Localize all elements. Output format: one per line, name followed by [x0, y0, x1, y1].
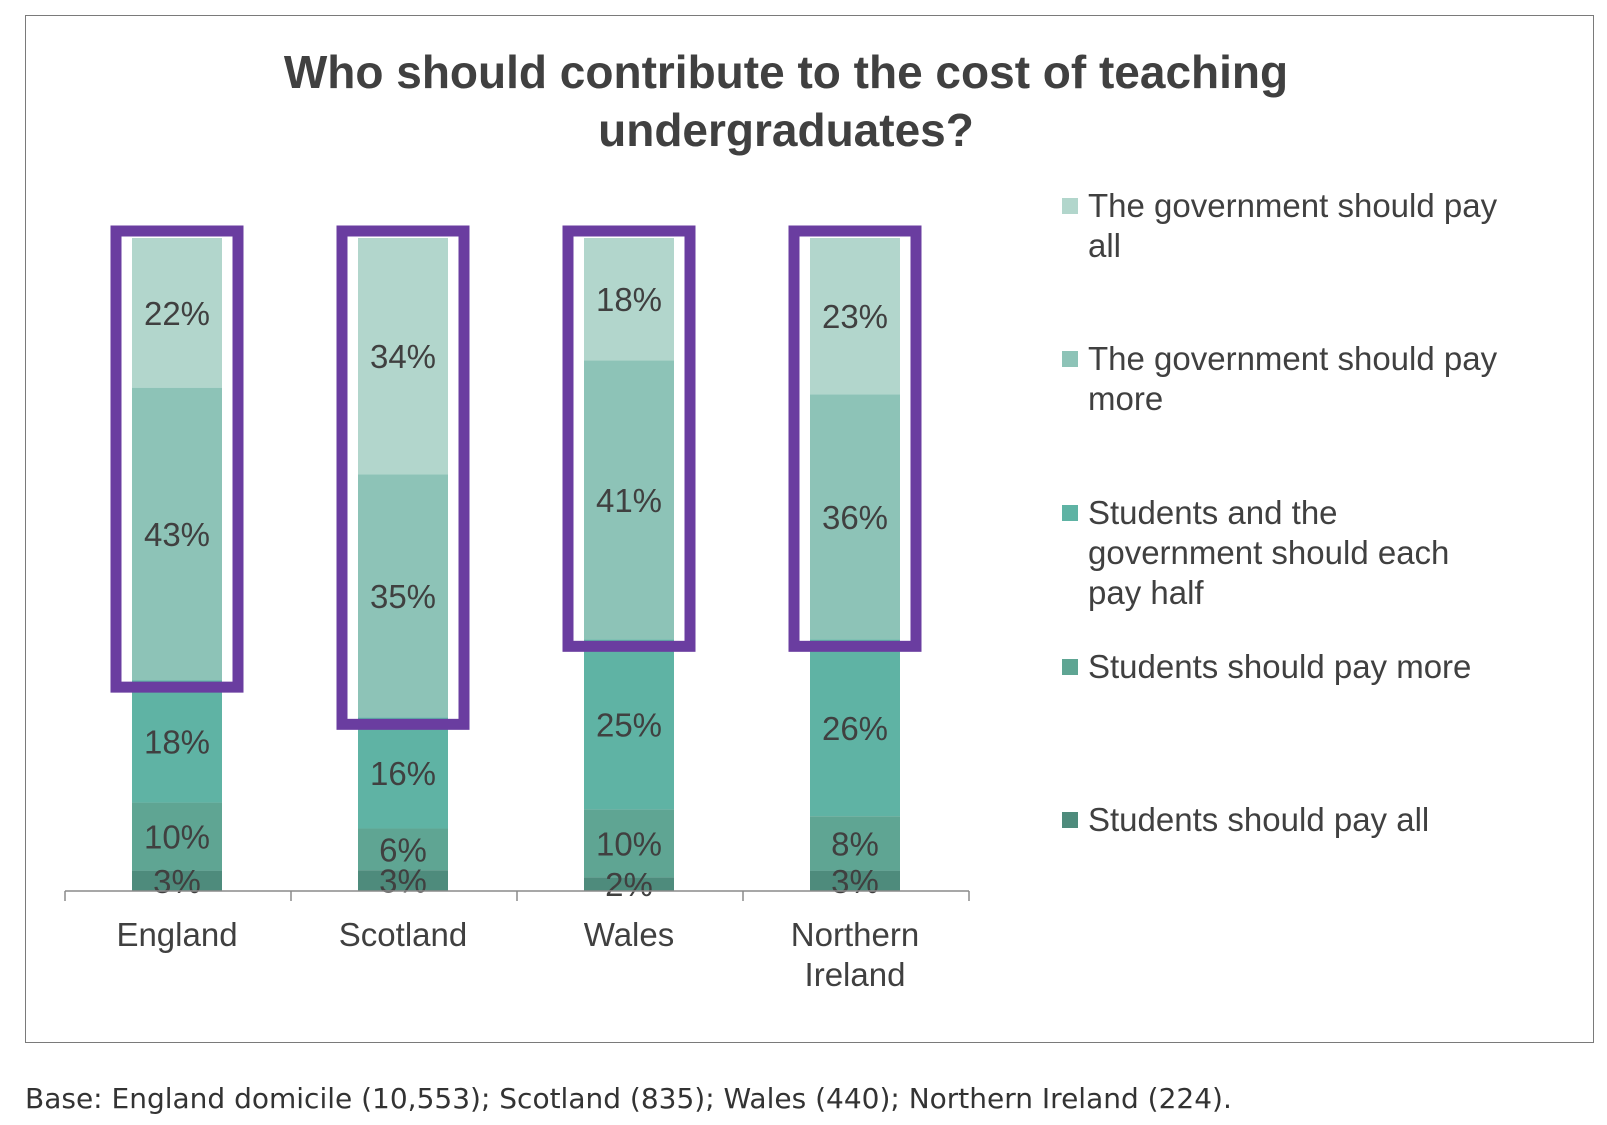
- legend-label-the-government-should-pay-more: The government should pay: [1088, 340, 1498, 377]
- x-tick-label-northern-ireland: Ireland: [805, 956, 906, 993]
- data-label-scotland-students-and-the-government-should-each-pay-half: 16%: [370, 755, 436, 792]
- x-tick-label-scotland: Scotland: [339, 916, 467, 953]
- x-tick-label-wales: Wales: [584, 916, 674, 953]
- data-label-northern-ireland-students-should-pay-all: 3%: [831, 863, 879, 900]
- data-label-wales-students-and-the-government-should-each-pay-half: 25%: [596, 706, 662, 743]
- bar-scotland-students-should-pay-more: [358, 828, 448, 871]
- chart-title-line-1: Who should contribute to the cost of tea…: [284, 46, 1288, 98]
- highlight-box-wales: [562, 225, 696, 652]
- legend-label-students-should-pay-more: Students should pay more: [1088, 648, 1471, 685]
- data-label-northern-ireland-students-should-pay-more: 8%: [831, 825, 879, 862]
- legend-label-the-government-should-pay-all: The government should pay: [1088, 187, 1498, 224]
- data-label-scotland-students-should-pay-all: 3%: [379, 863, 427, 900]
- data-label-england-students-and-the-government-should-each-pay-half: 18%: [144, 723, 210, 760]
- data-label-england-the-government-should-pay-more: 43%: [144, 516, 210, 553]
- highlight-box-england: [110, 225, 244, 693]
- data-label-wales-students-should-pay-more: 10%: [596, 825, 662, 862]
- bar-england-the-government-should-pay-all: [132, 238, 222, 388]
- legend-swatch-the-government-should-pay-more: [1062, 351, 1078, 367]
- bar-scotland-students-should-pay-all: [358, 870, 448, 891]
- bar-england-the-government-should-pay-more: [132, 387, 222, 681]
- chart-title: Who should contribute to the cost of tea…: [284, 46, 1288, 156]
- highlight-box-northern-ireland: [788, 225, 922, 652]
- bar-northern-ireland-students-and-the-government-should-each-pay-half: [810, 639, 900, 817]
- legend-label-students-and-the-government-should-each-pay-half: government should each: [1088, 534, 1449, 571]
- x-tick-label-england: England: [116, 916, 237, 953]
- bar-wales-students-and-the-government-should-each-pay-half: [584, 639, 674, 810]
- bar-england-students-should-pay-more: [132, 802, 222, 871]
- highlight-boxes: [110, 225, 922, 730]
- bar-northern-ireland-the-government-should-pay-more: [810, 394, 900, 640]
- legend-label-students-should-pay-all: Students should pay all: [1088, 801, 1429, 838]
- bars: [132, 238, 900, 891]
- data-label-england-students-should-pay-all: 3%: [153, 863, 201, 900]
- data-label-scotland-students-should-pay-more: 6%: [379, 831, 427, 868]
- data-label-england-students-should-pay-more: 10%: [144, 819, 210, 856]
- chart-title-line-2: undergraduates?: [598, 104, 974, 156]
- legend-swatch-the-government-should-pay-all: [1062, 198, 1078, 214]
- data-label-wales-students-should-pay-all: 2%: [605, 866, 653, 903]
- data-labels: 3%10%18%43%22%3%6%16%35%34%2%10%25%41%18…: [144, 281, 888, 903]
- bar-northern-ireland-students-should-pay-more: [810, 816, 900, 871]
- bar-wales-the-government-should-pay-all: [584, 238, 674, 361]
- data-label-scotland-the-government-should-pay-more: 35%: [370, 578, 436, 615]
- data-label-scotland-the-government-should-pay-all: 34%: [370, 338, 436, 375]
- legend-swatch-students-should-pay-all: [1062, 812, 1078, 828]
- bar-northern-ireland-students-should-pay-all: [810, 870, 900, 891]
- bar-wales-the-government-should-pay-more: [584, 360, 674, 640]
- data-label-northern-ireland-the-government-should-pay-all: 23%: [822, 298, 888, 335]
- bar-scotland-the-government-should-pay-more: [358, 474, 448, 718]
- legend-label-the-government-should-pay-all: all: [1088, 227, 1121, 264]
- stacked-bar-chart: Who should contribute to the cost of tea…: [64, 46, 1498, 993]
- legend-swatch-students-and-the-government-should-each-pay-half: [1062, 505, 1078, 521]
- chart-frame: Who should contribute to the cost of tea…: [25, 15, 1594, 1043]
- bar-scotland-the-government-should-pay-all: [358, 238, 448, 475]
- highlight-box-scotland: [336, 225, 470, 730]
- legend-label-the-government-should-pay-more: more: [1088, 380, 1163, 417]
- bar-scotland-students-and-the-government-should-each-pay-half: [358, 717, 448, 829]
- base-footnote: Base: England domicile (10,553); Scotlan…: [25, 1082, 1232, 1115]
- x-tick-label-northern-ireland: Northern: [791, 916, 919, 953]
- bar-northern-ireland-the-government-should-pay-all: [810, 238, 900, 395]
- bar-wales-students-should-pay-all: [584, 877, 674, 891]
- legend-swatch-students-should-pay-more: [1062, 659, 1078, 675]
- data-label-wales-the-government-should-pay-more: 41%: [596, 482, 662, 519]
- data-label-northern-ireland-the-government-should-pay-more: 36%: [822, 499, 888, 536]
- bar-wales-students-should-pay-more: [584, 809, 674, 878]
- bar-england-students-and-the-government-should-each-pay-half: [132, 680, 222, 803]
- legend-label-students-and-the-government-should-each-pay-half: pay half: [1088, 574, 1204, 611]
- data-label-england-the-government-should-pay-all: 22%: [144, 295, 210, 332]
- legend-label-students-and-the-government-should-each-pay-half: Students and the: [1088, 494, 1338, 531]
- data-label-northern-ireland-students-and-the-government-should-each-pay-half: 26%: [822, 710, 888, 747]
- data-label-wales-the-government-should-pay-all: 18%: [596, 281, 662, 318]
- bar-england-students-should-pay-all: [132, 870, 222, 891]
